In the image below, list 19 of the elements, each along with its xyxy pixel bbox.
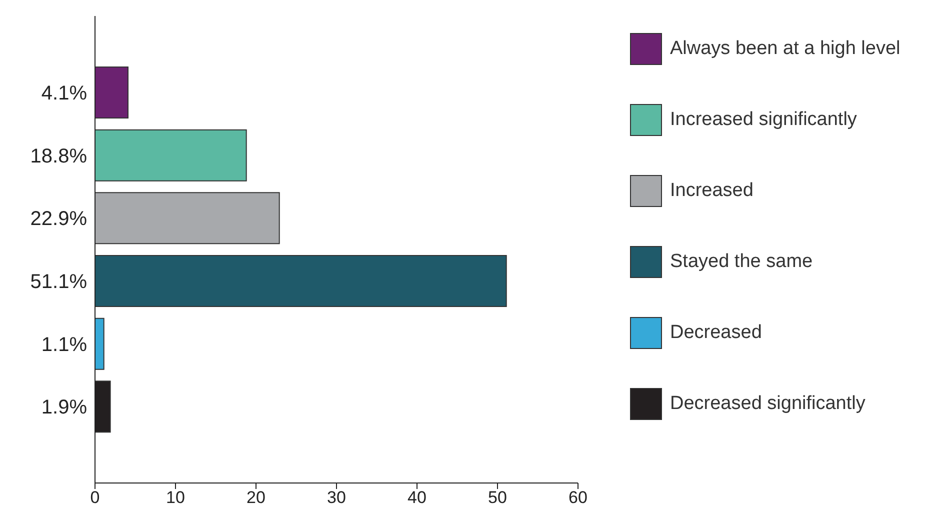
y-tick-label: 1.9% [41,396,88,419]
legend-label: Decreased [670,322,762,344]
x-tick-label: 0 [90,488,100,508]
y-tick-label: 4.1% [41,82,88,105]
x-tick-label: 50 [488,488,507,508]
y-tick-label: 22.9% [30,208,88,230]
legend-label: Increased significantly [670,108,857,130]
y-tick-label: 51.1% [30,271,88,294]
y-tick-label: 1.1% [41,334,88,356]
x-tick-label: 20 [246,488,266,508]
y-tick-label: 18.8% [30,145,88,168]
legend-label: Stayed the same [670,250,813,272]
legend-label: Always been at a high level [670,38,900,60]
legend-label: Decreased significantly [670,392,866,414]
x-tick-label: 60 [568,488,588,508]
x-tick-label: 10 [166,488,185,508]
legend-label: Increased [670,180,754,202]
x-tick-label: 40 [408,488,426,508]
x-tick-label: 30 [327,488,346,508]
